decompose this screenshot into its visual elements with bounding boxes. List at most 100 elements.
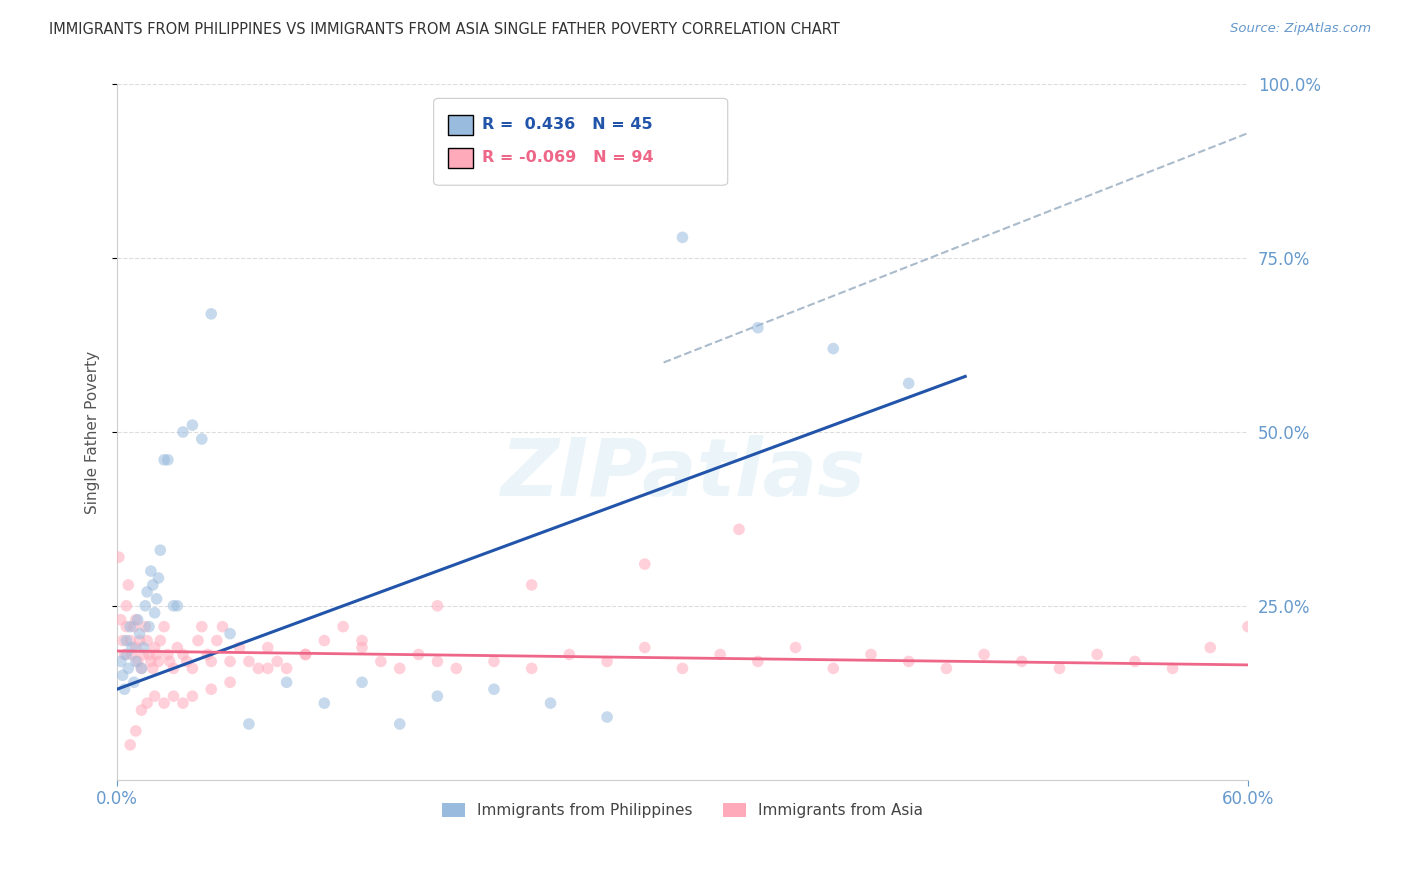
Point <box>120 620 142 634</box>
Point <box>747 655 769 669</box>
Point <box>143 640 166 655</box>
Point <box>121 640 143 655</box>
Point <box>276 661 298 675</box>
Point <box>176 655 198 669</box>
Point <box>115 599 138 613</box>
Point <box>897 655 920 669</box>
Point <box>1049 661 1071 675</box>
Point <box>127 655 149 669</box>
Point <box>426 655 449 669</box>
Point <box>823 661 845 675</box>
Point <box>149 543 172 558</box>
Point <box>142 661 165 675</box>
Point <box>520 661 543 675</box>
Point <box>111 633 134 648</box>
Point <box>162 599 184 613</box>
Point <box>153 453 176 467</box>
Point <box>148 655 170 669</box>
Point <box>122 675 145 690</box>
Point <box>121 648 143 662</box>
Point <box>143 606 166 620</box>
Point <box>149 633 172 648</box>
Point <box>1085 648 1108 662</box>
FancyBboxPatch shape <box>449 148 474 168</box>
Point <box>596 710 619 724</box>
Point <box>1237 620 1260 634</box>
Point <box>114 682 136 697</box>
Point <box>350 640 373 655</box>
Point <box>1161 661 1184 675</box>
Point <box>156 648 179 662</box>
Point <box>142 578 165 592</box>
Point <box>162 689 184 703</box>
Point <box>785 640 807 655</box>
Point <box>823 342 845 356</box>
Point <box>408 648 430 662</box>
Point <box>110 655 132 669</box>
Point <box>200 655 222 669</box>
Point <box>200 682 222 697</box>
Point <box>136 696 159 710</box>
Point <box>191 432 214 446</box>
Point <box>247 661 270 675</box>
Point <box>114 648 136 662</box>
Point <box>172 425 194 439</box>
FancyBboxPatch shape <box>449 115 474 136</box>
Point <box>219 655 242 669</box>
Point <box>973 648 995 662</box>
Point <box>256 640 278 655</box>
Point <box>520 578 543 592</box>
Point <box>219 626 242 640</box>
Point <box>125 655 148 669</box>
Point <box>139 655 162 669</box>
Point <box>370 655 392 669</box>
FancyBboxPatch shape <box>433 98 728 186</box>
Point <box>205 633 228 648</box>
Point <box>228 640 250 655</box>
Point <box>266 655 288 669</box>
Point <box>388 717 411 731</box>
Point <box>145 648 167 662</box>
Point <box>897 376 920 391</box>
Point <box>276 675 298 690</box>
Point <box>117 661 139 675</box>
Text: R = -0.069   N = 94: R = -0.069 N = 94 <box>482 150 654 165</box>
Point <box>211 620 233 634</box>
Point <box>859 648 882 662</box>
Point <box>482 655 505 669</box>
Point <box>671 230 693 244</box>
Point <box>115 633 138 648</box>
Point <box>132 640 155 655</box>
Point <box>132 648 155 662</box>
Point <box>166 599 188 613</box>
Point <box>136 633 159 648</box>
Point <box>156 453 179 467</box>
Point <box>1199 640 1222 655</box>
Point <box>115 648 138 662</box>
Point <box>219 675 242 690</box>
Point <box>350 633 373 648</box>
Point <box>125 640 148 655</box>
Text: R =  0.436   N = 45: R = 0.436 N = 45 <box>482 117 652 132</box>
Point <box>1011 655 1033 669</box>
Point <box>187 633 209 648</box>
Point <box>294 648 316 662</box>
Point <box>200 307 222 321</box>
Point <box>127 613 149 627</box>
Point <box>634 557 657 571</box>
Point <box>596 655 619 669</box>
Point <box>117 578 139 592</box>
Point <box>153 620 176 634</box>
Point <box>540 696 562 710</box>
Point <box>671 661 693 675</box>
Point <box>136 585 159 599</box>
Point <box>294 648 316 662</box>
Point <box>172 648 194 662</box>
Point <box>128 633 150 648</box>
Point <box>145 591 167 606</box>
Text: ZIPatlas: ZIPatlas <box>501 434 865 513</box>
Point <box>314 633 336 648</box>
Point <box>350 675 373 690</box>
Point <box>238 717 260 731</box>
Point <box>131 661 153 675</box>
